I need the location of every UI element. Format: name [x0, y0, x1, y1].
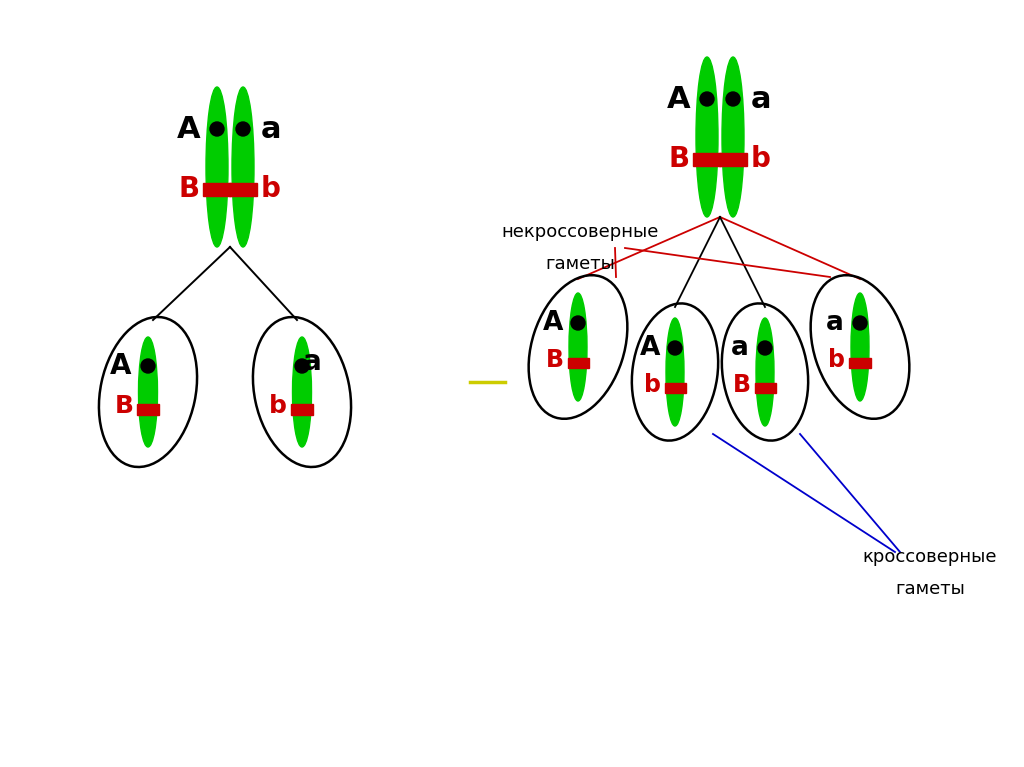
FancyBboxPatch shape: [693, 153, 721, 166]
Circle shape: [700, 92, 714, 106]
Text: b: b: [751, 145, 771, 173]
Ellipse shape: [696, 57, 718, 217]
Text: A: A: [543, 310, 563, 336]
Circle shape: [668, 341, 682, 355]
FancyBboxPatch shape: [719, 153, 746, 166]
Text: A: A: [111, 352, 132, 380]
Ellipse shape: [666, 318, 684, 426]
Circle shape: [236, 122, 250, 136]
FancyBboxPatch shape: [137, 403, 159, 414]
Text: B: B: [546, 348, 564, 372]
Text: A: A: [668, 84, 691, 114]
Text: b: b: [269, 394, 287, 418]
Text: A: A: [177, 114, 201, 143]
Text: a: a: [261, 114, 282, 143]
Ellipse shape: [293, 337, 311, 447]
FancyBboxPatch shape: [203, 183, 231, 196]
Text: кроссоверные: кроссоверные: [863, 548, 997, 566]
Text: B: B: [669, 145, 689, 173]
FancyBboxPatch shape: [291, 403, 313, 414]
Text: a: a: [303, 348, 322, 376]
Circle shape: [758, 341, 772, 355]
Text: b: b: [643, 373, 660, 397]
Text: A: A: [640, 335, 660, 361]
Text: b: b: [261, 175, 281, 203]
Text: некроссоверные: некроссоверные: [502, 223, 658, 241]
Circle shape: [571, 316, 585, 330]
Text: B: B: [178, 175, 200, 203]
Ellipse shape: [138, 337, 158, 447]
Circle shape: [210, 122, 224, 136]
Ellipse shape: [851, 293, 869, 401]
Circle shape: [853, 316, 867, 330]
Text: a: a: [826, 310, 844, 336]
FancyBboxPatch shape: [229, 183, 257, 196]
Text: гаметы: гаметы: [895, 580, 965, 598]
Text: B: B: [115, 394, 133, 418]
FancyBboxPatch shape: [850, 358, 870, 368]
FancyBboxPatch shape: [755, 383, 775, 393]
Circle shape: [141, 359, 155, 373]
Ellipse shape: [232, 87, 254, 247]
Ellipse shape: [756, 318, 774, 426]
Ellipse shape: [722, 57, 744, 217]
Text: a: a: [751, 84, 771, 114]
Text: гаметы: гаметы: [545, 255, 615, 273]
Text: B: B: [733, 373, 751, 397]
Text: b: b: [828, 348, 846, 372]
Circle shape: [726, 92, 740, 106]
Ellipse shape: [206, 87, 228, 247]
FancyBboxPatch shape: [567, 358, 589, 368]
FancyBboxPatch shape: [665, 383, 685, 393]
Ellipse shape: [569, 293, 587, 401]
Text: a: a: [731, 335, 749, 361]
Circle shape: [295, 359, 309, 373]
